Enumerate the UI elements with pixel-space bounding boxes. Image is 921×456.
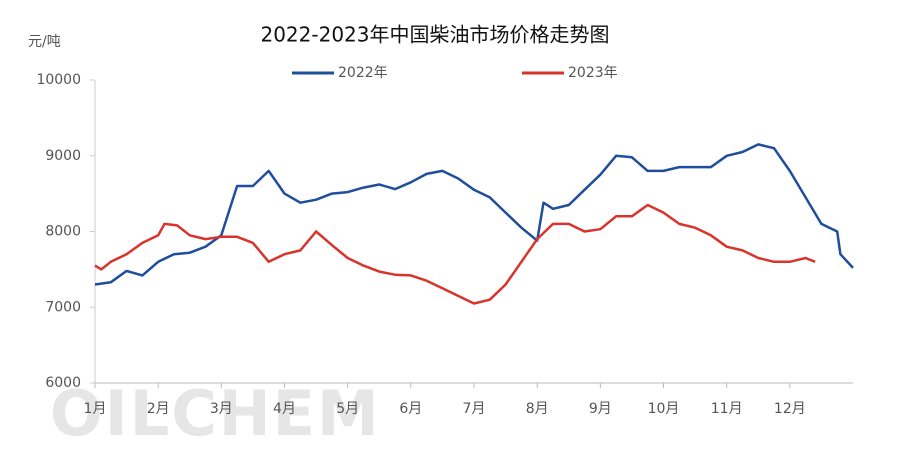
x-tick-label: 10月: [648, 401, 680, 417]
y-tick-label: 6000: [45, 375, 81, 391]
legend-label: 2022年: [338, 65, 388, 81]
y-tick-label: 9000: [45, 148, 81, 164]
x-tick-label: 9月: [589, 401, 612, 417]
x-tick-label: 12月: [774, 401, 806, 417]
y-tick-label: 7000: [45, 299, 81, 315]
x-tick-label: 6月: [399, 401, 422, 417]
line: [94, 203, 816, 305]
y-tick-label: 10000: [36, 72, 81, 88]
x-tick-label: 1月: [84, 401, 107, 417]
x-tick-label: 11月: [711, 401, 743, 417]
y-tick-label: 8000: [45, 224, 81, 240]
y-axis-label: 元/吨: [28, 34, 61, 50]
x-tick-label: 7月: [463, 401, 486, 417]
x-tick-label: 3月: [210, 401, 233, 417]
x-tick-label: 5月: [336, 401, 359, 417]
legend-label: 2023年: [568, 65, 618, 81]
watermark: OILCHEM: [50, 377, 381, 450]
x-tick-label: 4月: [273, 401, 296, 417]
x-tick-label: 2月: [147, 401, 170, 417]
chart-title: 2022-2023年中国柴油市场价格走势图: [260, 23, 609, 47]
x-tick-label: 8月: [526, 401, 549, 417]
line: [94, 143, 854, 286]
